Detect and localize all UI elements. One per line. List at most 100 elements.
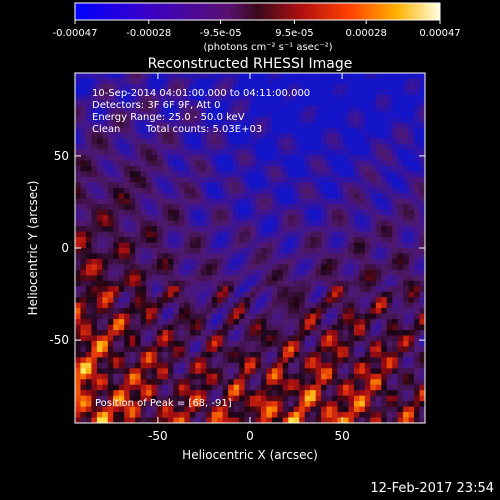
heatmap-pixel: [304, 215, 311, 222]
heatmap-pixel: [304, 127, 311, 134]
heatmap-pixel: [189, 368, 196, 375]
heatmap-pixel: [233, 275, 240, 282]
heatmap-pixel: [392, 357, 399, 364]
heatmap-pixel: [392, 182, 399, 189]
heatmap-pixel: [326, 127, 333, 134]
heatmap-pixel: [288, 362, 295, 369]
heatmap-pixel: [96, 73, 103, 80]
heatmap-pixel: [162, 417, 169, 423]
heatmap-pixel: [293, 144, 300, 151]
heatmap-pixel: [271, 138, 278, 145]
heatmap-pixel: [200, 340, 207, 348]
heatmap-pixel: [414, 122, 421, 129]
heatmap-pixel: [364, 379, 371, 386]
heatmap-pixel: [271, 362, 278, 369]
heatmap-pixel: [211, 100, 218, 107]
heatmap-pixel: [239, 133, 246, 140]
heatmap-pixel: [271, 379, 278, 386]
heatmap-pixel: [244, 379, 251, 386]
heatmap-pixel: [293, 286, 300, 293]
heatmap-pixel: [414, 417, 421, 423]
heatmap-pixel: [146, 258, 153, 266]
heatmap-pixel: [228, 133, 235, 140]
heatmap-pixel: [337, 155, 344, 162]
heatmap-pixel: [146, 171, 153, 178]
heatmap-pixel: [173, 264, 180, 271]
heatmap-pixel: [124, 330, 131, 337]
heatmap-pixel: [288, 187, 295, 194]
heatmap-pixel: [184, 160, 191, 167]
heatmap-pixel: [85, 116, 93, 123]
heatmap-pixel: [408, 362, 415, 369]
heatmap-pixel: [375, 187, 382, 194]
heatmap-pixel: [299, 94, 306, 101]
heatmap-pixel: [167, 330, 175, 337]
heatmap-pixel: [228, 319, 235, 326]
heatmap-pixel: [375, 264, 382, 271]
heatmap-pixel: [375, 291, 382, 298]
heatmap-pixel: [140, 133, 147, 140]
heatmap-pixel: [332, 362, 339, 369]
heatmap-pixel: [288, 258, 295, 266]
heatmap-pixel: [75, 116, 82, 123]
heatmap-pixel: [107, 144, 114, 151]
heatmap-pixel: [85, 406, 93, 413]
heatmap-pixel: [244, 258, 251, 266]
heatmap-pixel: [140, 160, 147, 167]
heatmap-pixel: [359, 226, 366, 233]
heatmap-pixel: [195, 198, 202, 205]
heatmap-pixel: [195, 330, 202, 337]
heatmap-pixel: [233, 248, 240, 255]
heatmap-pixel: [217, 412, 224, 419]
heatmap-pixel: [91, 176, 98, 183]
heatmap-pixel: [118, 78, 125, 85]
heatmap-pixel: [370, 351, 377, 358]
heatmap-pixel: [337, 127, 344, 134]
heatmap-pixel: [315, 368, 322, 375]
heatmap-pixel: [162, 215, 169, 222]
heatmap-pixel: [392, 390, 399, 397]
heatmap-pixel: [140, 340, 147, 348]
heatmap-pixel: [392, 324, 399, 331]
heatmap-pixel: [282, 351, 289, 358]
heatmap-pixel: [184, 286, 191, 293]
heatmap-pixel: [124, 237, 131, 244]
heatmap-pixel: [140, 138, 147, 145]
heatmap-pixel: [419, 319, 425, 326]
heatmap-pixel: [315, 215, 322, 222]
heatmap-pixel: [189, 111, 196, 118]
heatmap-pixel: [364, 73, 371, 80]
heatmap-pixel: [195, 308, 202, 315]
heatmap-pixel: [315, 73, 322, 80]
heatmap-pixel: [206, 237, 213, 244]
heatmap-pixel: [244, 319, 251, 326]
heatmap-pixel: [157, 324, 164, 331]
heatmap-pixel: [217, 73, 224, 80]
heatmap-pixel: [277, 379, 284, 386]
heatmap-pixel: [288, 346, 295, 353]
heatmap-pixel: [277, 116, 284, 123]
heatmap-pixel: [381, 340, 388, 348]
heatmap-pixel: [211, 417, 218, 423]
heatmap-pixel: [91, 144, 98, 151]
heatmap-pixel: [157, 319, 164, 326]
heatmap-pixel: [124, 308, 131, 315]
heatmap-pixel: [107, 89, 114, 96]
heatmap-pixel: [386, 78, 393, 85]
colorbar: [75, 3, 440, 20]
heatmap-pixel: [200, 258, 207, 266]
heatmap-pixel: [151, 401, 158, 408]
heatmap-pixel: [184, 390, 191, 397]
heatmap-pixel: [151, 116, 158, 123]
heatmap-pixel: [260, 291, 268, 298]
heatmap-pixel: [408, 280, 415, 287]
heatmap-pixel: [75, 94, 82, 101]
heatmap-pixel: [162, 373, 169, 380]
heatmap-pixel: [260, 302, 268, 309]
heatmap-pixel: [167, 340, 175, 348]
heatmap-pixel: [364, 373, 371, 380]
heatmap-pixel: [337, 171, 344, 178]
heatmap-pixel: [239, 198, 246, 205]
heatmap-pixel: [293, 248, 300, 255]
heatmap-pixel: [397, 406, 404, 413]
